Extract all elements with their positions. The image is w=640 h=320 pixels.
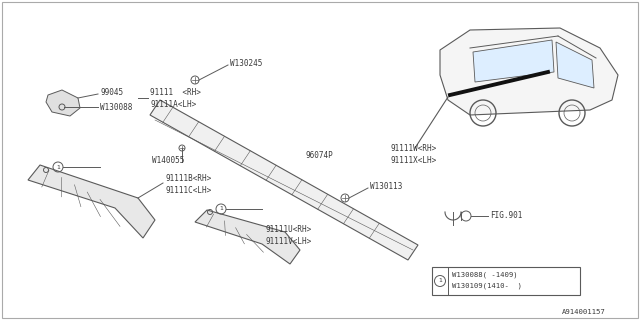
Text: 91111C<LH>: 91111C<LH> <box>165 186 211 195</box>
Polygon shape <box>473 40 554 82</box>
Text: 1: 1 <box>56 164 60 170</box>
Text: W130088: W130088 <box>100 102 132 111</box>
Polygon shape <box>28 165 155 238</box>
Text: 91111B<RH>: 91111B<RH> <box>165 173 211 182</box>
FancyBboxPatch shape <box>432 267 580 295</box>
Text: A914001157: A914001157 <box>562 309 605 315</box>
Text: 1: 1 <box>438 278 442 284</box>
Text: 1: 1 <box>219 206 223 212</box>
Text: W130088( -1409): W130088( -1409) <box>452 272 518 278</box>
Text: W130113: W130113 <box>370 181 403 190</box>
Text: 91111A<LH>: 91111A<LH> <box>150 100 196 108</box>
Polygon shape <box>556 42 594 88</box>
Text: 91111W<RH>: 91111W<RH> <box>390 143 436 153</box>
Polygon shape <box>150 100 418 260</box>
Text: 96074P: 96074P <box>305 150 333 159</box>
Polygon shape <box>195 210 300 264</box>
Text: 91111V<LH>: 91111V<LH> <box>265 237 311 246</box>
Polygon shape <box>440 28 618 115</box>
Text: FIG.901: FIG.901 <box>490 212 522 220</box>
Text: 99045: 99045 <box>100 87 123 97</box>
Text: 91111U<RH>: 91111U<RH> <box>265 226 311 235</box>
Text: 91111  <RH>: 91111 <RH> <box>150 87 201 97</box>
Polygon shape <box>46 90 80 116</box>
Text: 91111X<LH>: 91111X<LH> <box>390 156 436 164</box>
Text: W130109(1410-  ): W130109(1410- ) <box>452 283 522 289</box>
Text: W130245: W130245 <box>230 59 262 68</box>
Text: W140055: W140055 <box>152 156 184 164</box>
